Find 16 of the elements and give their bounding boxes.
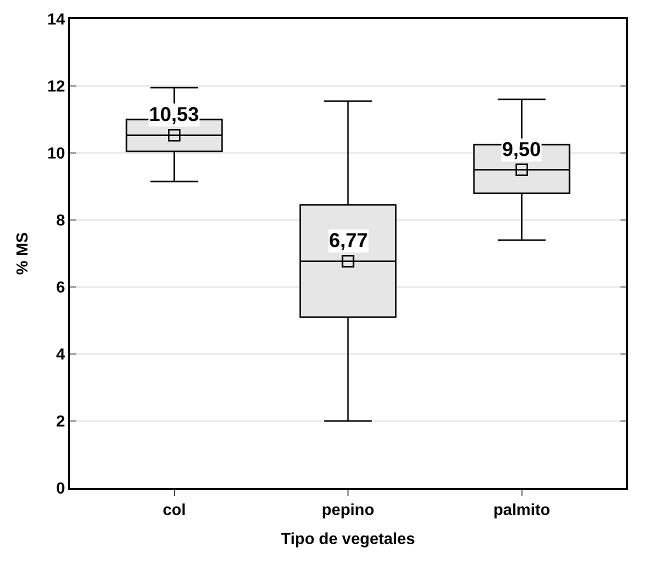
x-tick-label: palmito (493, 502, 550, 519)
y-tick-label: 12 (47, 78, 66, 96)
x-axis-title: Tipo de vegetales (281, 531, 416, 548)
annotation: 6,77 (329, 230, 368, 252)
x-tick-label: col (162, 502, 186, 519)
y-tick-label: 6 (56, 280, 66, 297)
y-tick-label: 0 (56, 480, 66, 498)
x-tick-label: pepino (322, 502, 374, 519)
y-tick-label: 2 (56, 414, 66, 431)
y-tick-label: 14 (47, 12, 66, 29)
y-tick-label: 4 (56, 346, 66, 364)
y-tick-label: 8 (56, 212, 66, 230)
annotation: 9,50 (502, 139, 541, 161)
annotation: 10,53 (149, 104, 200, 126)
y-tick-label: 10 (47, 146, 66, 163)
y-axis-title: % MS (14, 232, 32, 275)
